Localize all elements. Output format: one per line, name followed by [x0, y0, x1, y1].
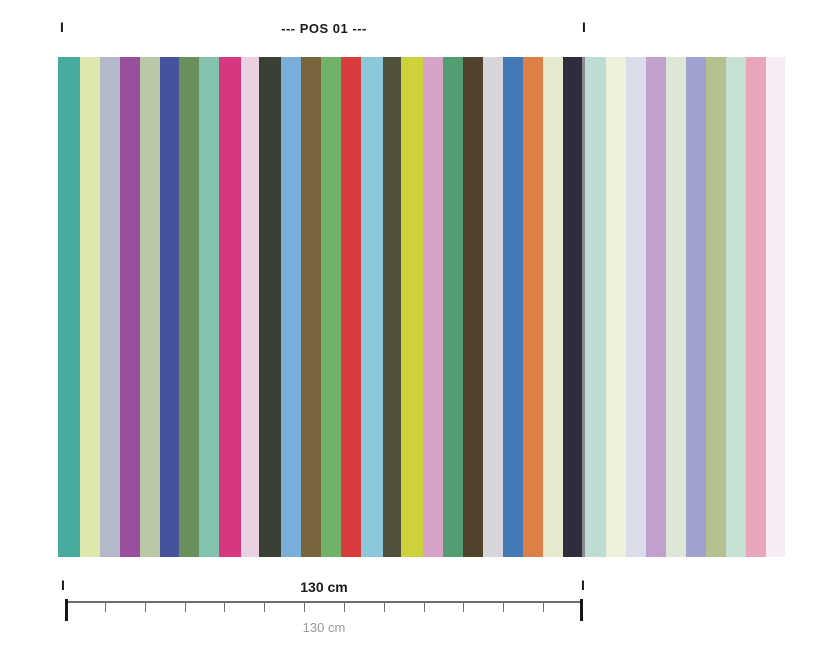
color-stripe	[361, 57, 383, 557]
color-stripe	[666, 57, 686, 557]
ruler-tick	[264, 601, 266, 612]
color-stripe	[383, 57, 401, 557]
color-stripe	[563, 57, 582, 557]
ruler-line	[65, 601, 583, 603]
position-title: --- POS 01 ---	[281, 21, 367, 36]
bottom-right-position-marker: I	[581, 577, 585, 593]
color-stripe	[120, 57, 140, 557]
color-stripe	[503, 57, 523, 557]
ruler-tick	[503, 601, 505, 612]
color-stripe	[301, 57, 321, 557]
ruler-tick	[383, 601, 385, 612]
ruler-left-end-bar	[65, 599, 68, 621]
color-stripe	[766, 57, 785, 557]
color-stripe	[160, 57, 179, 557]
color-stripe	[543, 57, 563, 557]
ruler-tick	[304, 601, 306, 612]
ruler-tick	[343, 601, 345, 612]
color-stripe	[100, 57, 120, 557]
ruler-tick	[463, 601, 465, 612]
color-stripe	[582, 57, 585, 557]
color-stripe	[259, 57, 281, 557]
bottom-left-position-marker: I	[61, 577, 65, 593]
color-stripe	[706, 57, 726, 557]
color-stripe	[483, 57, 503, 557]
ruler-tick	[144, 601, 146, 612]
ruler-tick	[423, 601, 425, 612]
color-stripe	[443, 57, 463, 557]
color-stripe	[646, 57, 666, 557]
color-stripe	[80, 57, 100, 557]
ruler-tick	[104, 601, 106, 612]
top-left-position-marker: I	[60, 19, 64, 35]
color-stripe	[606, 57, 626, 557]
ruler-tick	[543, 601, 545, 612]
measurement-ruler	[65, 599, 583, 621]
ruler-tick	[184, 601, 186, 612]
color-stripe	[463, 57, 483, 557]
ruler-right-end-bar	[580, 599, 583, 621]
color-stripe	[523, 57, 543, 557]
color-stripe	[686, 57, 706, 557]
color-stripe	[401, 57, 423, 557]
color-stripe	[423, 57, 443, 557]
color-stripe	[626, 57, 646, 557]
color-stripe	[726, 57, 746, 557]
color-stripe	[179, 57, 199, 557]
color-stripe	[341, 57, 361, 557]
color-stripe	[746, 57, 766, 557]
width-label-bold: 130 cm	[300, 579, 348, 595]
color-stripe	[219, 57, 241, 557]
ruler-tick	[224, 601, 226, 612]
width-label-gray: 130 cm	[302, 620, 346, 635]
color-stripe	[140, 57, 160, 557]
top-right-position-marker: I	[582, 19, 586, 35]
color-stripe	[241, 57, 259, 557]
color-stripe	[321, 57, 341, 557]
color-stripe	[585, 57, 606, 557]
color-stripe	[281, 57, 301, 557]
color-stripe	[58, 57, 80, 557]
color-stripe	[199, 57, 219, 557]
stripe-pattern	[58, 57, 785, 557]
